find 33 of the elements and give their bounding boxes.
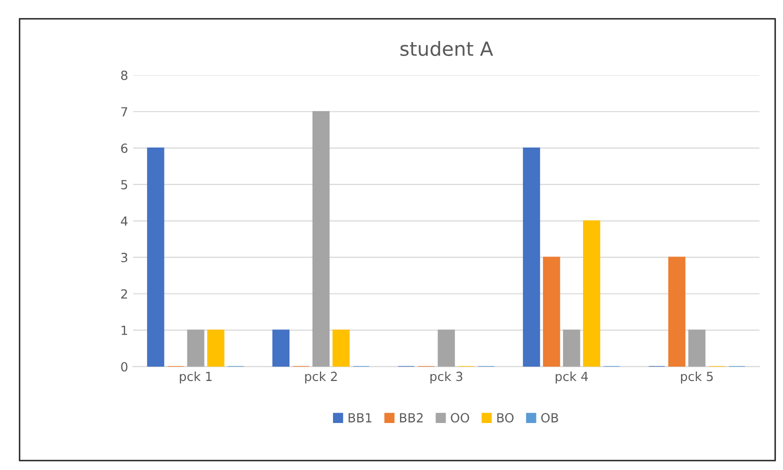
- bar: [583, 220, 600, 367]
- x-tick-label: pck 3: [430, 371, 462, 384]
- legend-label: BB2: [400, 413, 423, 422]
- legend-label: BO: [497, 413, 514, 422]
- bar: [332, 330, 350, 367]
- x-tick-label: pck 5: [681, 371, 713, 384]
- y-tick-label: 0: [121, 362, 128, 372]
- bar: [522, 147, 540, 367]
- y-tick-label: 7: [121, 107, 128, 116]
- bar: [438, 330, 455, 367]
- bar: [272, 330, 290, 367]
- bar: [147, 147, 164, 367]
- x-tick-label: pck 1: [180, 371, 212, 384]
- y-tick-label: 2: [121, 289, 127, 298]
- y-tick-label: 5: [121, 180, 128, 190]
- bar: [207, 330, 224, 367]
- y-tick-label: 6: [121, 144, 128, 153]
- bar: [668, 256, 686, 367]
- y-tick-label: 3: [121, 252, 128, 262]
- legend-label: OB: [541, 413, 558, 422]
- x-tick-label: pck 4: [556, 371, 588, 384]
- bar: [187, 330, 204, 367]
- legend-label: OO: [450, 413, 470, 422]
- bar: [542, 256, 560, 367]
- bar: [688, 330, 706, 367]
- bar: [312, 111, 330, 367]
- y-tick-label: 1: [122, 326, 128, 335]
- y-tick-label: 4: [120, 216, 128, 226]
- y-tick-label: 8: [121, 70, 128, 80]
- chart-title: student A: [400, 40, 494, 56]
- legend-label: BB1: [348, 413, 372, 422]
- bar: [563, 330, 580, 367]
- x-tick-label: pck 2: [305, 371, 337, 384]
